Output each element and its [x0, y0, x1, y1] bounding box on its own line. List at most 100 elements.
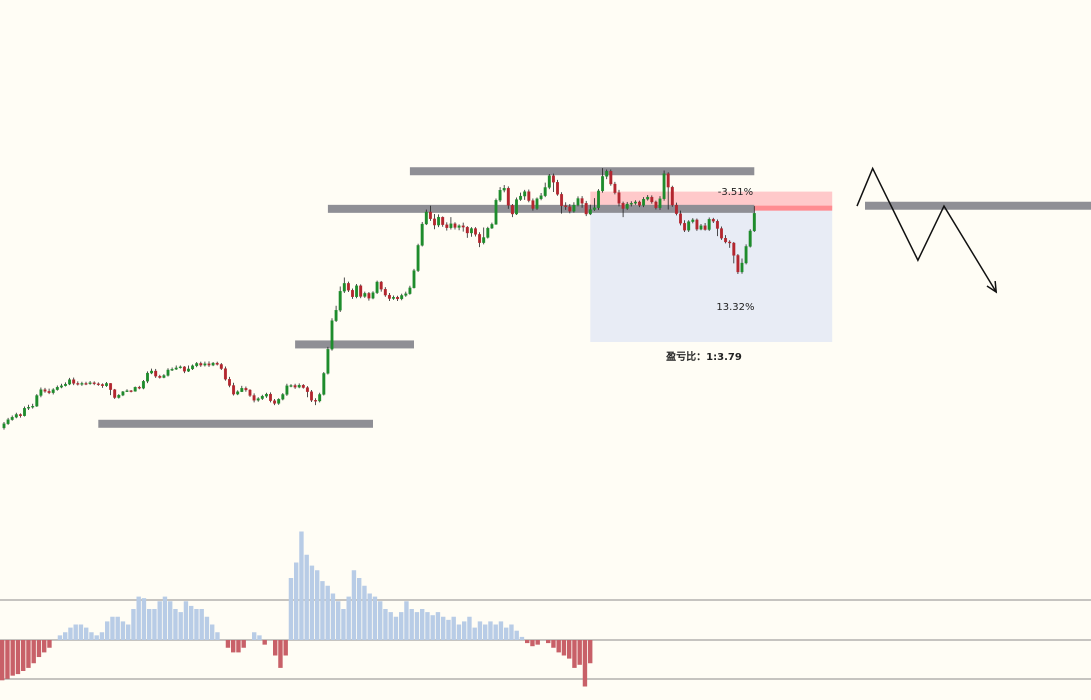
histogram-bar [225, 640, 231, 648]
candle [334, 305, 338, 323]
candle [609, 169, 613, 186]
histogram-bar [315, 570, 320, 640]
candle [679, 210, 682, 226]
candle [601, 168, 605, 193]
candle [305, 386, 309, 398]
candle [642, 197, 646, 208]
histogram-bar [451, 616, 456, 640]
level-line-4 [409, 167, 755, 176]
candle-body [31, 406, 35, 408]
histogram-bar [99, 632, 105, 640]
candle [724, 235, 728, 244]
candle [363, 291, 367, 298]
candle-body [133, 387, 137, 392]
candle-body [408, 287, 412, 294]
candle-body [527, 191, 531, 201]
candle [392, 295, 395, 300]
candle [420, 221, 424, 247]
candle [293, 383, 297, 389]
candle [531, 198, 535, 211]
candle [474, 227, 477, 237]
candle-body [88, 382, 92, 384]
candle-body [715, 221, 719, 229]
candle-body [551, 175, 555, 183]
candle [273, 398, 277, 406]
candle [187, 365, 190, 373]
candle [178, 365, 182, 369]
candle [720, 226, 723, 240]
candle-body [27, 407, 31, 409]
histogram-bar [236, 640, 241, 653]
histogram-bar [36, 640, 42, 658]
candle-body [576, 198, 580, 206]
candle-body [625, 203, 629, 209]
candle [14, 412, 18, 419]
histogram-bar [462, 621, 467, 640]
histogram-bar [110, 616, 115, 640]
candle [387, 293, 391, 301]
candle [281, 393, 285, 401]
candle-body [621, 203, 625, 209]
candle [256, 397, 260, 402]
candle-body [64, 383, 67, 386]
candle [18, 413, 22, 418]
candle-body [305, 387, 309, 392]
histogram-bar [283, 640, 288, 656]
candle [318, 392, 322, 403]
candle-body [137, 387, 141, 389]
candle [43, 387, 47, 393]
histogram-bar [131, 609, 136, 640]
candle [133, 386, 137, 392]
candle-body [502, 187, 506, 191]
candle [498, 187, 502, 202]
candle [371, 291, 375, 300]
candle [105, 382, 108, 387]
candle-body [531, 200, 535, 209]
candle [355, 284, 359, 299]
candle [342, 277, 346, 294]
candle [240, 385, 244, 393]
candle-body [314, 400, 318, 402]
candle [687, 220, 691, 232]
candle-body [724, 238, 728, 243]
candle-body [310, 391, 313, 401]
candle [469, 227, 473, 237]
candle-body [699, 225, 703, 230]
candle-body [2, 423, 6, 429]
candle-body [351, 290, 354, 297]
candle-body [441, 216, 445, 225]
candle-body [10, 417, 14, 420]
histogram-bar [252, 632, 257, 640]
candle-body [273, 400, 277, 404]
candle-body [240, 388, 244, 392]
candle [502, 185, 506, 193]
candle-body [379, 281, 383, 290]
candle-body [277, 399, 281, 404]
candle-body [96, 383, 100, 385]
histogram-bar [168, 601, 173, 640]
candle-body [359, 285, 363, 297]
candle-body [338, 291, 342, 311]
candle-body [113, 389, 117, 398]
candle [404, 291, 408, 297]
candle-body [162, 375, 166, 378]
candle-body [556, 182, 559, 195]
level-line-3 [327, 204, 755, 213]
histogram-bar [509, 624, 514, 640]
histogram-bar [189, 605, 194, 640]
candle [6, 417, 10, 425]
histogram-bar [210, 624, 215, 640]
candle-body [154, 370, 158, 377]
candle [100, 383, 104, 388]
candle-body [547, 175, 551, 188]
candle [605, 169, 609, 180]
candle-body [658, 198, 662, 208]
candle-body [703, 225, 707, 230]
candle-body [584, 203, 588, 215]
candle-body [674, 204, 678, 214]
candle [625, 201, 629, 210]
take-profit-zone [590, 208, 833, 343]
histogram-bar [199, 609, 204, 640]
candle-body [178, 366, 182, 369]
